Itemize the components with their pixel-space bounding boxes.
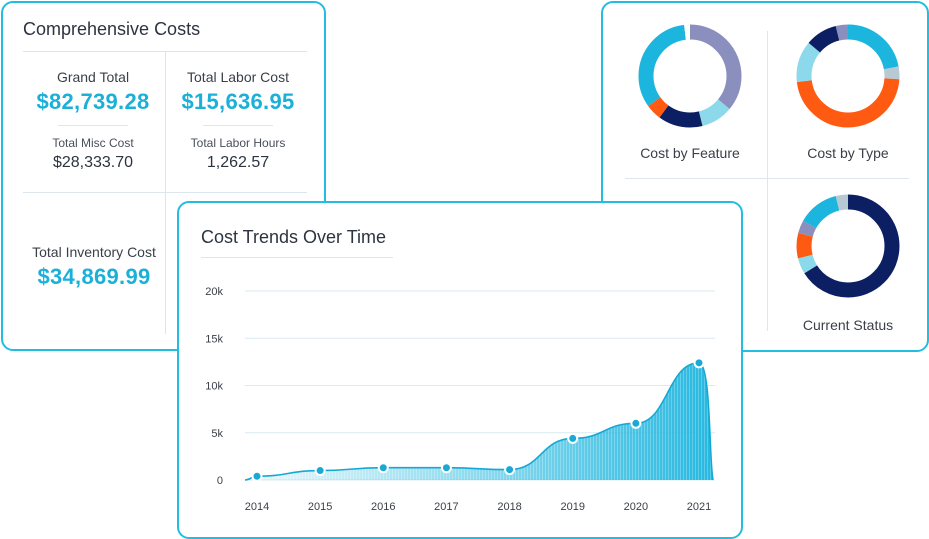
data-point[interactable] [314, 465, 326, 477]
total-misc-cost-label: Total Misc Cost [52, 136, 134, 150]
x-tick-label: 2017 [434, 501, 458, 513]
y-tick-label: 15k [205, 333, 223, 345]
title-divider [201, 257, 393, 258]
total-inventory-cost-value: $34,869.99 [37, 264, 151, 289]
cost-by-type-donut[interactable] [796, 24, 900, 128]
data-point[interactable] [630, 417, 642, 429]
donut-segment[interactable] [796, 194, 900, 298]
current-status-donut[interactable] [796, 194, 900, 298]
grand-total-label: Grand Total [56, 69, 130, 85]
inventory-cost-cell: Total Inventory Cost $34,869.99 [19, 244, 169, 290]
total-labor-cost-label: Total Labor Cost [187, 69, 289, 85]
total-labor-hours-label: Total Labor Hours [190, 136, 286, 150]
x-tick-label: 2020 [624, 501, 648, 513]
total-labor-cost-value: $15,636.95 [181, 89, 295, 114]
trend-title: Cost Trends Over Time [201, 227, 387, 247]
donut-segment[interactable] [796, 24, 900, 128]
donut-segment[interactable] [796, 194, 900, 298]
cost-by-type-label: Cost by Type [807, 145, 889, 161]
donut-charts-card: Cost by Feature Cost by Type Current Sta… [601, 1, 929, 352]
data-point[interactable] [251, 470, 263, 482]
vertical-divider [165, 52, 166, 334]
cell-divider [58, 125, 128, 126]
cell-divider [203, 125, 273, 126]
donut-segment[interactable] [638, 24, 742, 128]
cost-by-feature-donut[interactable] [638, 24, 742, 128]
horizontal-divider [625, 178, 909, 179]
comprehensive-costs-card: Comprehensive Costs Grand Total $82,739.… [1, 1, 326, 351]
data-point[interactable] [504, 464, 516, 476]
x-tick-label: 2015 [308, 501, 332, 513]
data-point[interactable] [567, 432, 579, 444]
y-tick-label: 10k [205, 381, 223, 393]
cost-trends-card: Cost Trends Over Time 0 5k 10k 15k 20k 2014 20… [177, 201, 743, 539]
data-point[interactable] [377, 462, 389, 474]
horizontal-divider [23, 192, 307, 193]
trend-area-texture [245, 362, 713, 480]
y-tick-label: 5k [211, 428, 223, 440]
donut-segment[interactable] [796, 24, 900, 128]
donut-segment[interactable] [638, 24, 742, 128]
y-tick-label: 20k [205, 286, 223, 298]
costs-title: Comprehensive Costs [23, 19, 201, 39]
total-inventory-cost-label: Total Inventory Cost [32, 244, 156, 260]
donut-segment[interactable] [796, 24, 900, 128]
y-tick-label: 0 [217, 475, 223, 487]
data-point[interactable] [693, 357, 705, 369]
cost-trend-chart: 0 5k 10k 15k 20k 2014 2015 2016 2017 2018 2019 2020… [205, 286, 715, 513]
x-tick-label: 2014 [245, 501, 269, 513]
x-tick-label: 2019 [560, 501, 584, 513]
grand-total-value: $82,739.28 [36, 89, 150, 114]
donut-segment[interactable] [638, 24, 742, 128]
current-status-label: Current Status [802, 317, 894, 333]
x-tick-label: 2016 [371, 501, 395, 513]
x-tick-label: 2021 [687, 501, 711, 513]
x-tick-label: 2018 [497, 501, 521, 513]
grand-total-cell: Grand Total $82,739.28 Total Misc Cost $… [23, 69, 163, 172]
vertical-divider [767, 31, 768, 331]
title-divider [23, 51, 307, 52]
data-point[interactable] [440, 462, 452, 474]
total-labor-hours-value: 1,262.57 [206, 154, 270, 171]
total-misc-cost-value: $28,333.70 [52, 154, 134, 171]
donut-segment[interactable] [796, 24, 900, 128]
labor-cost-cell: Total Labor Cost $15,636.95 Total Labor … [168, 69, 308, 172]
cost-by-feature-label: Cost by Feature [640, 145, 740, 161]
